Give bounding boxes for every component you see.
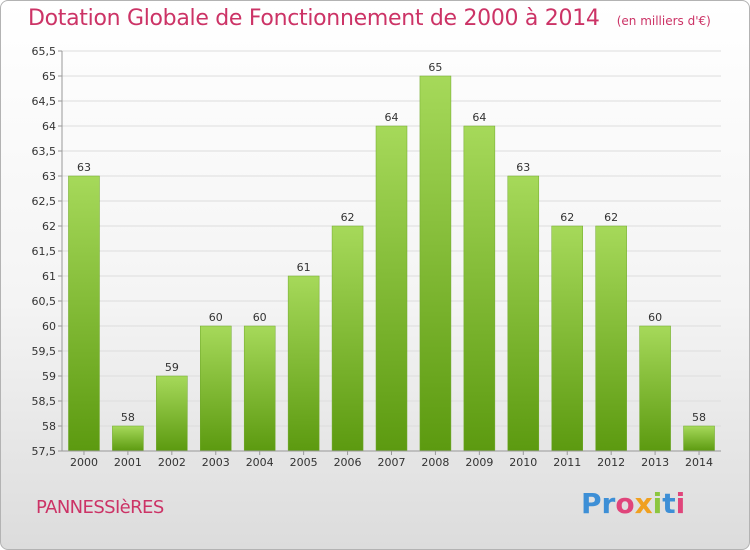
logo-letter: r <box>601 487 616 520</box>
data-label: 58 <box>121 411 135 424</box>
data-label: 62 <box>341 211 355 224</box>
commune-name: PANNESSIèRES <box>36 497 164 518</box>
y-tick-label: 65 <box>42 70 56 83</box>
bar-2014 <box>683 425 715 452</box>
logo-letter: x <box>634 487 653 520</box>
x-tick-label: 2013 <box>641 456 669 469</box>
data-label: 61 <box>297 261 311 274</box>
x-tick-label: 2009 <box>465 456 493 469</box>
y-tick-label: 60,5 <box>32 295 57 308</box>
logo-letter: i <box>652 487 663 520</box>
y-tick-label: 63,5 <box>32 145 57 158</box>
bar-2011 <box>551 225 583 452</box>
x-tick-label: 2003 <box>202 456 230 469</box>
data-label: 65 <box>428 61 442 74</box>
data-label: 62 <box>560 211 574 224</box>
data-label: 62 <box>604 211 618 224</box>
y-tick-label: 58,5 <box>32 395 57 408</box>
chart-unit-note: (en milliers d'€) <box>616 14 711 28</box>
y-tick-label: 61 <box>42 270 56 283</box>
data-label: 63 <box>77 161 91 174</box>
x-tick-label: 2002 <box>158 456 186 469</box>
y-tick-label: 62 <box>42 220 56 233</box>
bar-2007 <box>375 125 408 452</box>
logo-letter: o <box>615 487 635 520</box>
bar-2000 <box>68 175 100 452</box>
data-label: 60 <box>253 311 267 324</box>
bar-2003 <box>200 325 232 452</box>
data-label: 59 <box>165 361 179 374</box>
y-tick-label: 59,5 <box>32 345 57 358</box>
bar-2009 <box>463 125 496 452</box>
y-tick-label: 59 <box>42 370 56 383</box>
bar-2002 <box>156 375 188 452</box>
y-tick-label: 60 <box>42 320 56 333</box>
y-tick-label: 65,5 <box>32 45 57 58</box>
x-tick-label: 2011 <box>553 456 581 469</box>
data-label: 64 <box>472 111 486 124</box>
logo-letter: P <box>581 487 602 520</box>
x-tick-label: 2007 <box>378 456 406 469</box>
y-tick-label: 64,5 <box>32 95 57 108</box>
y-tick-label: 63 <box>42 170 56 183</box>
bars: 63 58 59 60 60 61 62 64 65 64 63 62 62 60 58 <box>68 61 715 452</box>
x-tick-label: 2004 <box>246 456 274 469</box>
bar-2006 <box>331 225 364 452</box>
data-label: 60 <box>648 311 662 324</box>
chart-title: Dotation Globale de Fonctionnement de 20… <box>28 6 600 31</box>
bar-2013 <box>639 325 671 452</box>
data-label: 64 <box>385 111 399 124</box>
x-tick-label: 2014 <box>685 456 713 469</box>
x-tick-label: 2008 <box>421 456 449 469</box>
chart-header: Dotation Globale de Fonctionnement de 20… <box>28 6 711 31</box>
bar-2001 <box>112 425 144 452</box>
data-label: 58 <box>692 411 706 424</box>
y-tick-label: 62,5 <box>32 195 57 208</box>
x-tick-label: 2005 <box>290 456 318 469</box>
bar-2005 <box>287 275 320 452</box>
y-tick-label: 57,5 <box>32 445 57 458</box>
x-tick-label: 2006 <box>334 456 362 469</box>
proxiti-logo[interactable]: Proxiti <box>581 487 685 520</box>
bar-2012 <box>595 225 627 452</box>
bar-2008 <box>419 75 452 452</box>
y-tick-label: 64 <box>42 120 56 133</box>
x-tick-label: 2000 <box>70 456 98 469</box>
logo-letter: t <box>662 487 676 520</box>
bar-2010 <box>507 175 540 452</box>
bar-2004 <box>243 325 276 452</box>
axes: 57,5 58 58,5 59 59,5 60 60,5 61 61,5 62 62,5 63 63,5… <box>32 45 721 469</box>
x-tick-label: 2012 <box>597 456 625 469</box>
logo-letter: i <box>675 487 686 520</box>
x-tick-label: 2001 <box>114 456 142 469</box>
y-tick-label: 58 <box>42 420 56 433</box>
x-tick-label: 2010 <box>509 456 537 469</box>
data-label: 63 <box>516 161 530 174</box>
data-label: 60 <box>209 311 223 324</box>
y-tick-label: 61,5 <box>32 245 57 258</box>
